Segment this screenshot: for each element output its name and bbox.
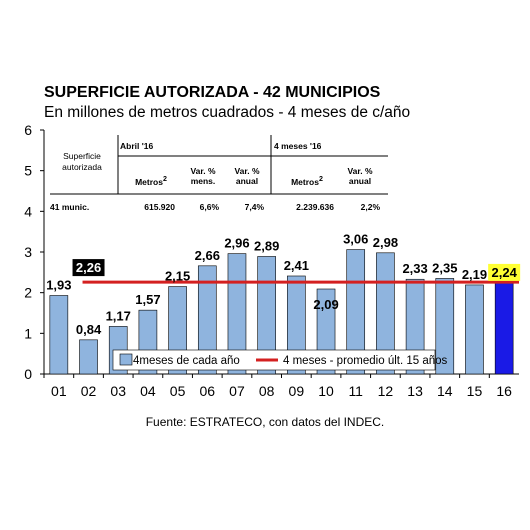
x-tick-label: 13: [407, 383, 423, 399]
value-label-14: 2,35: [432, 260, 457, 275]
y-tick-label: 4: [24, 203, 32, 219]
table-abril-varanual: 7,4%: [244, 202, 264, 212]
bar-02: [79, 339, 98, 375]
value-label-09: 2,41: [284, 258, 309, 273]
y-tick-label: 0: [24, 366, 32, 382]
table-col-varanual-abril-1: Var. %: [234, 166, 260, 176]
table-col-varmens-1: Var. %: [190, 166, 216, 176]
bar-09: [287, 275, 306, 375]
value-label-11: 3,06: [343, 232, 368, 247]
value-label-13: 2,33: [402, 261, 427, 276]
value-label-04: 1,57: [135, 292, 160, 307]
chart-title: SUPERFICIE AUTORIZADA - 42 MUNICIPIOS: [44, 84, 381, 101]
x-tick-label: 15: [467, 383, 483, 399]
value-label-03: 1,17: [106, 308, 131, 323]
y-tick-label: 1: [24, 325, 32, 341]
x-tick-label: 06: [199, 383, 215, 399]
average-label-box: [72, 259, 105, 277]
value-labels-group: 1,93 0,84 1,17 1,57 2,15 2,66 2,96 2,89 2,41 2,09…: [46, 232, 521, 337]
legend-label-average: 4 meses - promedio últ. 15 años: [283, 355, 448, 367]
x-tick-label: 05: [170, 383, 186, 399]
value-label-02: 0,84: [76, 322, 102, 337]
y-tick-label: 6: [24, 122, 32, 138]
table-4meses-varanual: 2,2%: [360, 202, 380, 212]
x-tick-label: 16: [496, 383, 512, 399]
table-4meses-metros: 2.239.636: [296, 202, 334, 212]
legend: 4meses de cada año 4 meses - promedio últ…: [112, 349, 448, 371]
x-tick-label: 10: [318, 383, 334, 399]
legend-swatch-bars: [119, 353, 133, 366]
bar-15: [465, 284, 484, 375]
table-col-varmens-2: mens.: [190, 176, 216, 186]
value-label-10: 2,09: [313, 297, 338, 312]
x-tick-label: 01: [51, 383, 67, 399]
bar-08: [257, 256, 276, 375]
value-label-06: 2,66: [195, 248, 220, 263]
value-label-12: 2,98: [373, 235, 398, 250]
chart-source: Fuente: ESTRATECO, con datos del INDEC.: [145, 415, 385, 429]
table-rowhead-1: Superficie: [63, 151, 101, 161]
table-col-varanual-abril-2: anual: [235, 176, 259, 186]
x-tick-label: 04: [140, 383, 156, 399]
y-tick-label: 2: [24, 285, 32, 301]
average-label: 2,26: [76, 260, 101, 275]
average-line-group: 2,26: [72, 259, 519, 284]
table-group-4meses: 4 meses '16: [274, 141, 322, 151]
table-lines: [50, 135, 388, 195]
value-label-15: 2,19: [462, 267, 487, 282]
chart-subtitle: En millones de metros cuadrados - 4 mese…: [44, 104, 411, 121]
x-tick-label: 11: [348, 383, 363, 399]
bar-16: [494, 282, 514, 375]
x-tick-label: 08: [259, 383, 275, 399]
value-label-16: 2,24: [492, 265, 518, 280]
bar-14: [435, 278, 455, 375]
table-rowhead-2: autorizada: [62, 162, 102, 172]
legend-label-bars: 4meses de cada año: [133, 355, 240, 367]
table-abril-varmens: 6,6%: [199, 202, 219, 212]
value-label-01: 1,93: [46, 278, 71, 293]
table-abril-metros: 615.920: [144, 202, 175, 212]
value-label-07: 2,96: [224, 236, 249, 251]
y-tick-label: 3: [24, 244, 32, 260]
table-group-abril: Abril '16: [120, 141, 154, 151]
table-col-varanual-4meses-1: Var. %: [347, 166, 373, 176]
x-tick-label: 03: [110, 383, 126, 399]
x-tick-label: 09: [289, 383, 305, 399]
value-label-05: 2,15: [165, 269, 190, 284]
x-tick-label: 02: [81, 383, 97, 399]
y-tick-label: 5: [24, 163, 32, 179]
bar-01: [49, 295, 69, 375]
x-tick-label: 14: [437, 383, 453, 399]
bar-07: [227, 253, 247, 375]
x-tick-label: 12: [378, 383, 394, 399]
value-label-08: 2,89: [254, 238, 279, 253]
table-col-varanual-4meses-2: anual: [348, 176, 372, 186]
table-col-metros-abril: Metros2: [135, 175, 167, 187]
table-row-label: 41 munic.: [50, 202, 90, 212]
table-col-metros-4meses: Metros2: [291, 175, 323, 187]
x-tick-label: 07: [229, 383, 245, 399]
bar-06: [197, 265, 217, 375]
highlight-label-box: [488, 263, 521, 281]
